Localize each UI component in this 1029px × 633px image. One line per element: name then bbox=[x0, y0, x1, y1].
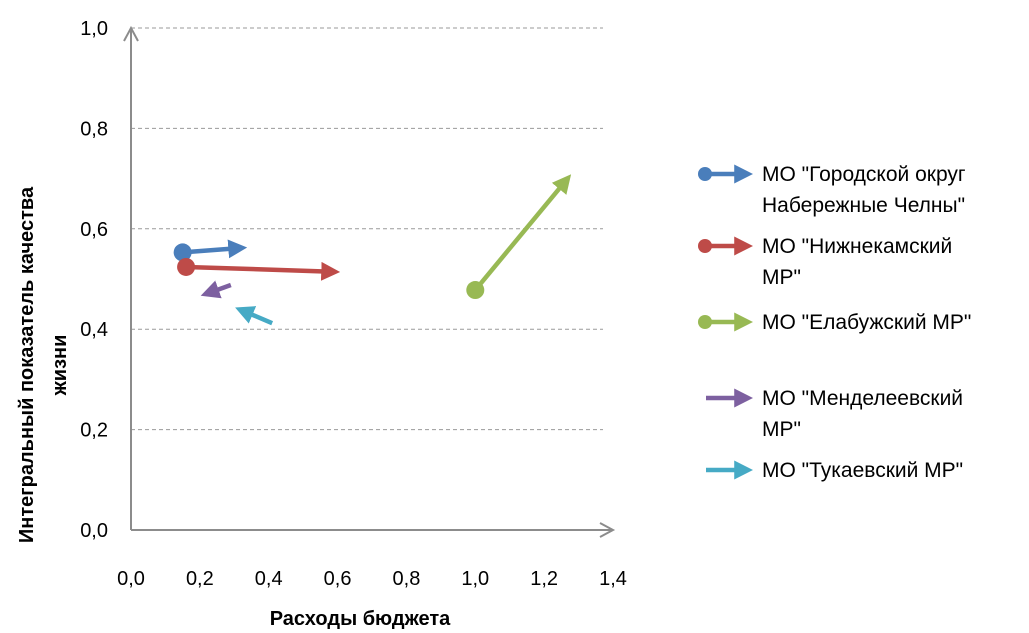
x-tick-label: 0,2 bbox=[186, 568, 214, 590]
axes bbox=[123, 25, 616, 538]
series-arrow bbox=[200, 280, 232, 299]
series-arrow bbox=[235, 306, 274, 326]
y-axis-title-line1: Интегральный показатель качества bbox=[16, 186, 38, 543]
y-tick-label: 0,0 bbox=[80, 520, 108, 542]
legend-label: МО "Менделеевский bbox=[762, 387, 963, 410]
y-tick-label: 0,6 bbox=[80, 219, 108, 241]
x-tick-label: 0,6 bbox=[324, 568, 352, 590]
legend-marker bbox=[698, 239, 712, 253]
y-tick-label: 0,2 bbox=[80, 420, 108, 442]
x-tick-label: 1,2 bbox=[530, 568, 558, 590]
series-group bbox=[173, 174, 572, 326]
series-start-point bbox=[466, 281, 485, 300]
series-start-point bbox=[173, 243, 192, 262]
legend-label: МР" bbox=[762, 418, 801, 441]
legend-label: МО "Городской округ bbox=[762, 163, 966, 186]
legend-entry: МО "Нижнекамский МР" bbox=[698, 235, 952, 289]
series-start-point bbox=[177, 257, 196, 276]
x-axis-arrowhead bbox=[599, 522, 616, 538]
legend-marker bbox=[698, 315, 712, 329]
legend-marker bbox=[698, 167, 712, 181]
legend-label: МО "Нижнекамский bbox=[762, 235, 952, 258]
y-tick-label: 0,8 bbox=[80, 118, 108, 140]
y-axis-arrowhead bbox=[123, 25, 139, 42]
legend-entry: МО "Елабужский МР" bbox=[698, 311, 971, 334]
x-tick-label: 0,4 bbox=[255, 568, 283, 590]
legend-label: МР" bbox=[762, 266, 801, 289]
legend-entry: МО "Городской округ Набережные Челны" bbox=[698, 163, 966, 217]
legend-entry: МО "Тукаевский МР" bbox=[706, 459, 963, 482]
gridlines bbox=[131, 27, 603, 431]
legend-label: МО "Елабужский МР" bbox=[762, 311, 971, 334]
y-tick-label: 1,0 bbox=[80, 18, 108, 40]
series-arrow bbox=[186, 261, 341, 281]
x-tick-label: 1,0 bbox=[461, 568, 489, 590]
x-tick-label: 0,0 bbox=[117, 568, 145, 590]
y-axis-title-line2: жизни bbox=[49, 335, 71, 397]
legend-entry: МО "Менделеевский МР" bbox=[706, 387, 963, 441]
y-tick-label: 0,4 bbox=[80, 319, 108, 341]
x-tick-label: 1,4 bbox=[599, 568, 627, 590]
legend-label: Набережные Челны" bbox=[762, 194, 965, 217]
series-arrow bbox=[473, 174, 572, 292]
x-axis-title: Расходы бюджета bbox=[270, 608, 451, 630]
x-tick-label: 0,8 bbox=[393, 568, 421, 590]
tick-labels: 0,0 0,2 0,4 0,6 0,8 1,0 0,0 0,2 0,4 0,6 0,8 1,0 1,2 1… bbox=[80, 18, 627, 590]
legend-label: МО "Тукаевский МР" bbox=[762, 459, 963, 482]
